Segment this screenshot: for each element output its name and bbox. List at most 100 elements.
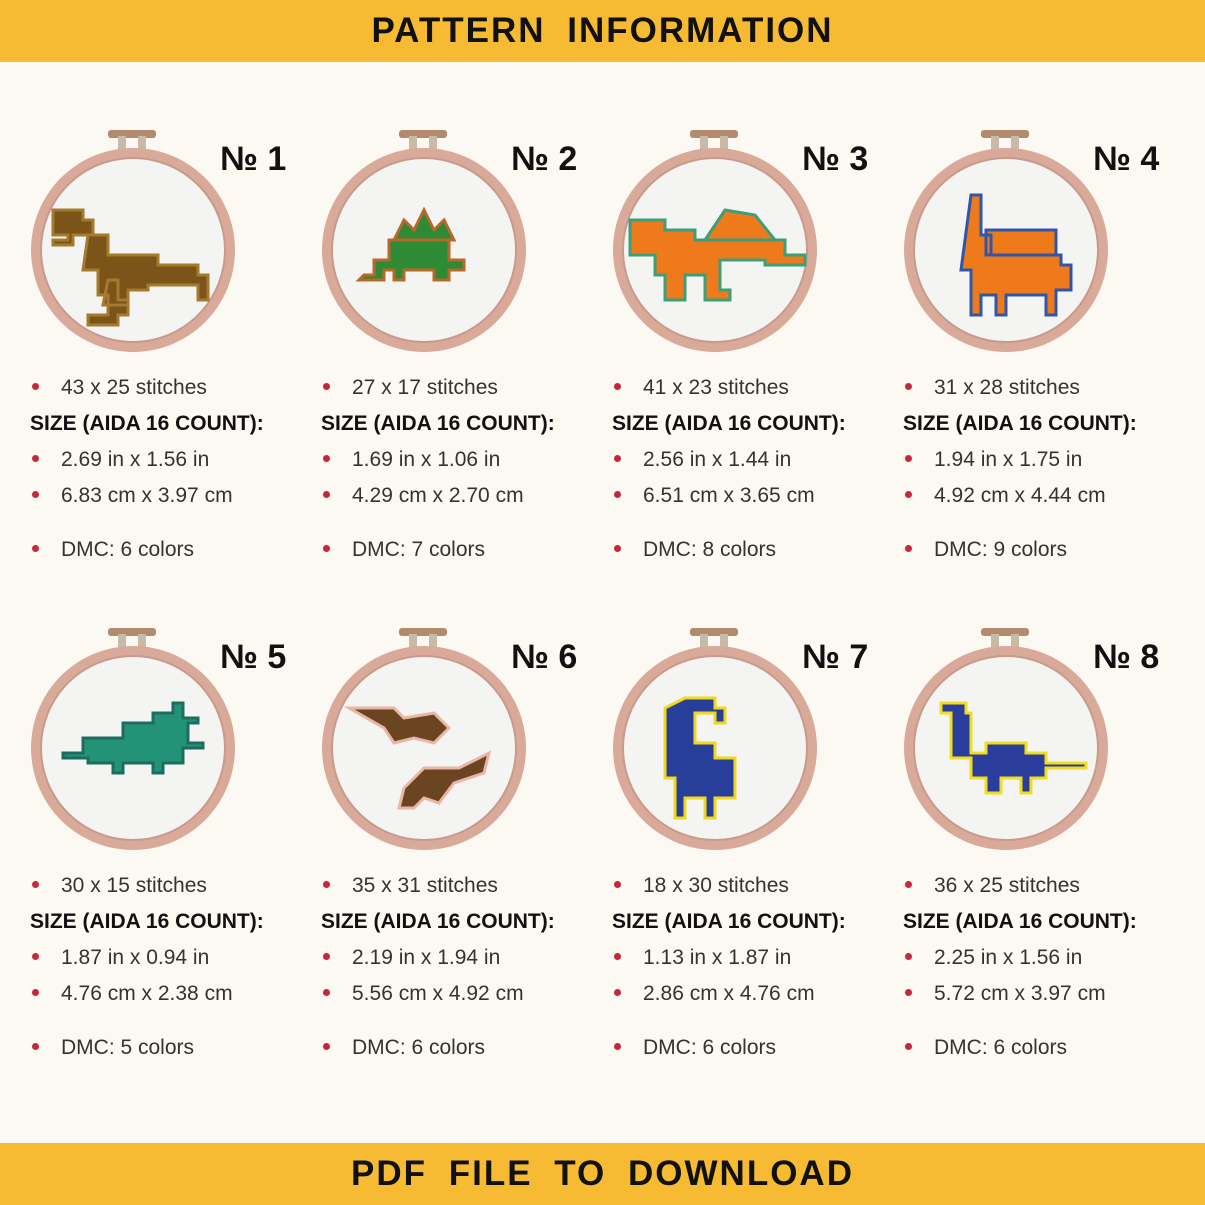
bullet-icon	[323, 383, 330, 391]
pattern-card: № 8 36 x 25 stitches SIZE (AIDA 16 COUNT…	[903, 626, 1194, 1096]
dmc-colors: DMC: 6 colors	[903, 1036, 1067, 1060]
bullet-icon	[614, 491, 621, 499]
size-cm: 2.86 cm x 4.76 cm	[612, 982, 815, 1006]
size-inches: 2.25 in x 1.56 in	[903, 946, 1082, 970]
bullet-icon	[32, 455, 39, 463]
dmc-colors: DMC: 8 colors	[612, 538, 776, 562]
size-inches: 2.19 in x 1.94 in	[321, 946, 500, 970]
size-cm: 4.29 cm x 2.70 cm	[321, 484, 524, 508]
bullet-icon	[614, 881, 621, 889]
size-inches: 1.69 in x 1.06 in	[321, 448, 500, 472]
size-cm: 4.92 cm x 4.44 cm	[903, 484, 1106, 508]
dmc-colors: DMC: 5 colors	[30, 1036, 194, 1060]
embroidery-hoop-image	[904, 628, 1108, 850]
size-heading: SIZE (AIDA 16 COUNT):	[321, 412, 555, 435]
embroidery-hoop-image	[322, 130, 526, 352]
pattern-number: № 6	[511, 638, 578, 676]
size-inches: 1.13 in x 1.87 in	[612, 946, 791, 970]
embroidery-hoop-image	[904, 130, 1108, 352]
pattern-card: № 5 30 x 15 stitches SIZE (AIDA 16 COUNT…	[30, 626, 321, 1096]
hoop-screw	[399, 628, 447, 636]
bullet-icon	[32, 383, 39, 391]
stegosaurus-pattern	[355, 206, 466, 282]
header-banner: PATTERN INFORMATION	[0, 0, 1205, 62]
hoop-screw	[108, 130, 156, 138]
embroidery-hoop-image	[31, 628, 235, 850]
size-inches: 2.56 in x 1.44 in	[612, 448, 791, 472]
brachiosaurus-pattern	[663, 696, 737, 820]
bullet-icon	[323, 545, 330, 553]
size-heading: SIZE (AIDA 16 COUNT):	[612, 910, 846, 933]
embroidery-hoop-image	[31, 130, 235, 352]
size-cm: 6.83 cm x 3.97 cm	[30, 484, 233, 508]
ankylosaurus-pattern	[959, 193, 1073, 317]
bullet-icon	[614, 1043, 621, 1051]
bullet-icon	[905, 1043, 912, 1051]
bullet-icon	[32, 989, 39, 997]
size-inches: 1.94 in x 1.75 in	[903, 448, 1082, 472]
hoop-screw	[981, 628, 1029, 636]
stitch-count: 31 x 28 stitches	[903, 376, 1080, 400]
size-heading: SIZE (AIDA 16 COUNT):	[903, 412, 1137, 435]
bullet-icon	[323, 455, 330, 463]
pattern-card: № 7 18 x 30 stitches SIZE (AIDA 16 COUNT…	[612, 626, 903, 1096]
stitch-count: 35 x 31 stitches	[321, 874, 498, 898]
bullet-icon	[905, 989, 912, 997]
pattern-card: № 3 41 x 23 stitches SIZE (AIDA 16 COUNT…	[612, 128, 903, 598]
pattern-number: № 1	[220, 140, 287, 178]
header-title: PATTERN INFORMATION	[371, 11, 834, 50]
bullet-icon	[614, 989, 621, 997]
hoop-screw	[399, 130, 447, 138]
spinosaurus-pattern	[628, 208, 807, 302]
size-inches: 2.69 in x 1.56 in	[30, 448, 209, 472]
pattern-card: № 1 43 x 25 stitches SIZE (AIDA 16 COUNT…	[30, 128, 321, 598]
footer-title: PDF FILE TO DOWNLOAD	[351, 1154, 854, 1193]
bullet-icon	[323, 881, 330, 889]
size-cm: 5.56 cm x 4.92 cm	[321, 982, 524, 1006]
bullet-icon	[905, 953, 912, 961]
bullet-icon	[905, 455, 912, 463]
triceratops-pattern	[61, 701, 205, 775]
pattern-card: № 4 31 x 28 stitches SIZE (AIDA 16 COUNT…	[903, 128, 1194, 598]
embroidery-hoop-image	[613, 130, 817, 352]
stitch-count: 27 x 17 stitches	[321, 376, 498, 400]
dmc-colors: DMC: 6 colors	[612, 1036, 776, 1060]
size-cm: 6.51 cm x 3.65 cm	[612, 484, 815, 508]
size-inches: 1.87 in x 0.94 in	[30, 946, 209, 970]
size-cm: 4.76 cm x 2.38 cm	[30, 982, 233, 1006]
bullet-icon	[32, 491, 39, 499]
pattern-card: № 6 35 x 31 stitches SIZE (AIDA 16 COUNT…	[321, 626, 612, 1096]
pattern-number: № 4	[1093, 140, 1160, 178]
dmc-colors: DMC: 7 colors	[321, 538, 485, 562]
stitch-count: 30 x 15 stitches	[30, 874, 207, 898]
dmc-colors: DMC: 6 colors	[30, 538, 194, 562]
bullet-icon	[32, 545, 39, 553]
bullet-icon	[323, 1043, 330, 1051]
hoop-screw	[981, 130, 1029, 138]
dmc-colors: DMC: 6 colors	[321, 1036, 485, 1060]
t-rex-pattern	[51, 208, 210, 327]
pattern-number: № 2	[511, 140, 578, 178]
bullet-icon	[32, 1043, 39, 1051]
embroidery-hoop-image	[322, 628, 526, 850]
size-heading: SIZE (AIDA 16 COUNT):	[30, 412, 264, 435]
bullet-icon	[32, 881, 39, 889]
aida-fabric	[40, 157, 226, 343]
pattern-number: № 8	[1093, 638, 1160, 676]
pattern-number: № 3	[802, 140, 869, 178]
pterodactyls-pattern	[343, 706, 492, 810]
bullet-icon	[323, 491, 330, 499]
pattern-card: № 2 27 x 17 stitches SIZE (AIDA 16 COUNT…	[321, 128, 612, 598]
stitch-count: 43 x 25 stitches	[30, 376, 207, 400]
dmc-colors: DMC: 9 colors	[903, 538, 1067, 562]
diplodocus-pattern	[939, 701, 1088, 795]
bullet-icon	[323, 989, 330, 997]
size-heading: SIZE (AIDA 16 COUNT):	[321, 910, 555, 933]
embroidery-hoop-image	[613, 628, 817, 850]
bullet-icon	[614, 383, 621, 391]
bullet-icon	[905, 383, 912, 391]
bullet-icon	[614, 545, 621, 553]
pattern-number: № 7	[802, 638, 869, 676]
bullet-icon	[614, 953, 621, 961]
bullet-icon	[905, 491, 912, 499]
